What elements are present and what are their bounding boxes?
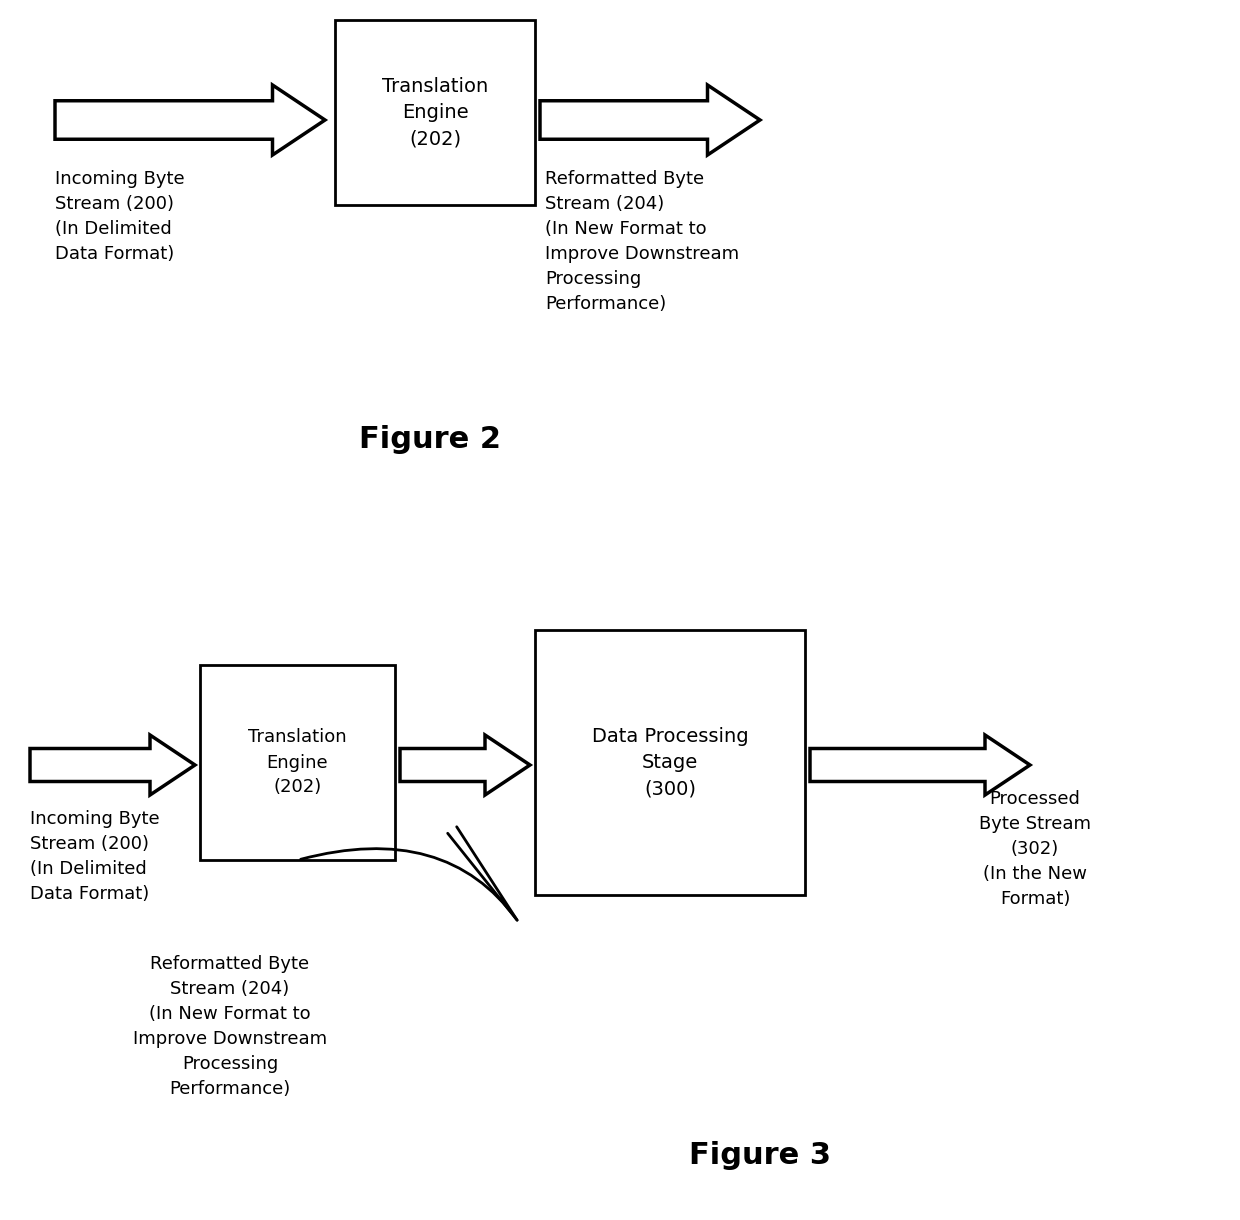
Text: Processed
Byte Stream
(302)
(In the New
Format): Processed Byte Stream (302) (In the New … <box>980 791 1091 908</box>
Polygon shape <box>30 734 195 795</box>
Bar <box>200 665 396 860</box>
Polygon shape <box>810 734 1030 795</box>
Bar <box>534 630 805 895</box>
Text: Data Processing
Stage
(300): Data Processing Stage (300) <box>591 726 748 799</box>
Polygon shape <box>55 85 325 155</box>
Bar <box>810 749 985 782</box>
Text: Figure 2: Figure 2 <box>360 426 501 455</box>
Bar <box>30 749 150 782</box>
Text: Reformatted Byte
Stream (204)
(In New Format to
Improve Downstream
Processing
Pe: Reformatted Byte Stream (204) (In New Fo… <box>546 170 739 314</box>
Bar <box>539 101 708 139</box>
Text: Incoming Byte
Stream (200)
(In Delimited
Data Format): Incoming Byte Stream (200) (In Delimited… <box>55 170 185 264</box>
Text: Translation
Engine
(202): Translation Engine (202) <box>248 728 347 797</box>
Bar <box>335 20 534 205</box>
Bar <box>55 101 273 139</box>
Bar <box>401 749 485 782</box>
Polygon shape <box>539 85 760 155</box>
Text: Figure 3: Figure 3 <box>689 1141 831 1170</box>
Polygon shape <box>401 734 529 795</box>
Text: Reformatted Byte
Stream (204)
(In New Format to
Improve Downstream
Processing
Pe: Reformatted Byte Stream (204) (In New Fo… <box>133 955 327 1098</box>
Text: Incoming Byte
Stream (200)
(In Delimited
Data Format): Incoming Byte Stream (200) (In Delimited… <box>30 810 160 903</box>
Text: Translation
Engine
(202): Translation Engine (202) <box>382 77 489 149</box>
